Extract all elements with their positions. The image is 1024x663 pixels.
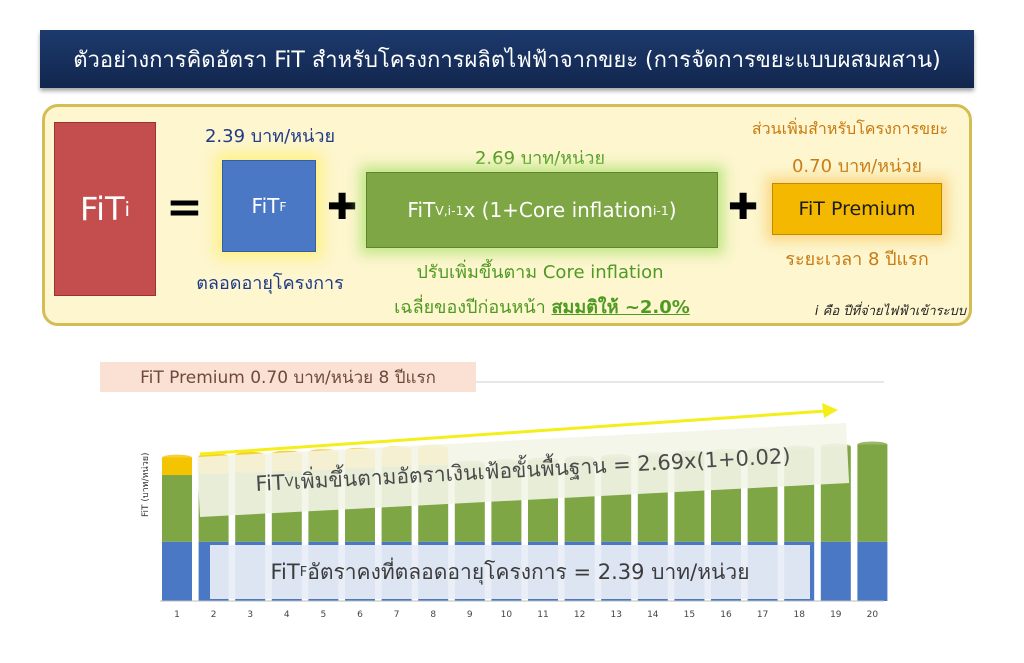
fit-v-note-2-emph: สมมติให้ ~2.0% [551, 297, 690, 318]
fit-f-annotation: FiT F อัตราคงที่ตลอดอายุโครงการ = 2.39 บา… [210, 545, 810, 599]
fit-v-main: FiT [407, 198, 436, 222]
fit-premium-box: FiT Premium [772, 183, 942, 235]
chart-title: FiT Premium 0.70 บาท/หน่วย 8 ปีแรก [100, 362, 476, 392]
y-axis-label: FiT (บาท/หน่วย) [141, 452, 151, 517]
fit-v-note-2: เฉลี่ยของปีก่อนหน้า สมมติให้ ~2.0% [362, 292, 722, 321]
fit-f-note: ตลอดอายุโครงการ [196, 273, 344, 294]
plus-sign-2: ✚ [728, 187, 759, 228]
bar-fit-f-1 [162, 541, 192, 601]
fit-v-annotation-text: เพิ่มขึ้นตามอัตราเงินเฟ้อขั้นพื้นฐาน = 2… [292, 443, 792, 494]
trend-arrow-head [822, 403, 838, 418]
equals-sign: = [166, 182, 203, 233]
bar-fit-v-1 [162, 475, 192, 542]
bar-cap-1 [162, 454, 192, 461]
fit-f-annotation-main: FiT [270, 560, 300, 584]
premium-note: ระยะเวลา 8 ปีแรก [785, 249, 929, 270]
premium-rate: 0.70 บาท/หน่วย [791, 156, 923, 177]
x-tick-8: 8 [430, 610, 436, 620]
x-tick-18: 18 [793, 610, 805, 620]
fit-v-rate: 2.69 บาท/หน่วย [474, 148, 606, 169]
fit-v-box: FiT V,i-1 x (1+Core inflation i-1) [366, 172, 718, 248]
fit-v-note-1: ปรับเพิ่มขึ้นตาม Core inflation [416, 262, 664, 283]
fit-f-rate: 2.39 บาท/หน่วย [204, 126, 336, 147]
fit-v-expr: x (1+Core inflation [463, 198, 653, 222]
footnote: i คือ ปีที่จ่ายไฟฟ้าเข้าระบบ [814, 304, 966, 319]
fit-v-annotation-main: FiT [254, 470, 286, 496]
x-tick-6: 6 [357, 610, 363, 620]
bar-fit-f-19 [820, 541, 851, 601]
x-tick-15: 15 [684, 610, 695, 620]
bar-cap-20 [857, 441, 888, 448]
fit-i-main: FiT [79, 190, 125, 228]
fit-f-main: FiT [251, 194, 280, 218]
x-tick-11: 11 [537, 610, 548, 620]
x-tick-1: 1 [174, 610, 180, 620]
bar-fit-v-20 [857, 444, 888, 542]
fit-v-note-2-prefix: เฉลี่ยของปีก่อนหน้า [394, 297, 552, 318]
x-tick-9: 9 [467, 610, 473, 620]
page-title: ตัวอย่างการคิดอัตรา FiT สำหรับโครงการผลิ… [40, 30, 974, 88]
fit-v-expr-end: ) [668, 198, 677, 222]
fit-f-box: FiT F [222, 160, 316, 252]
fit-i-box: FiT i [54, 122, 156, 296]
premium-header: ส่วนเพิ่มสำหรับโครงการขยะ [751, 119, 949, 138]
trend-arrow-line [199, 409, 827, 456]
fit-f-annotation-sub: F [299, 564, 308, 580]
bar-fit-f-20 [857, 541, 888, 601]
fit-v-expr-sub: i-1 [652, 202, 669, 218]
bar-premium-1 [162, 457, 192, 476]
x-tick-20: 20 [867, 610, 879, 620]
x-tick-4: 4 [284, 610, 290, 620]
x-tick-7: 7 [394, 610, 400, 620]
fit-v-sub: V,i-1 [435, 202, 464, 218]
x-tick-16: 16 [720, 610, 732, 620]
x-tick-3: 3 [247, 610, 253, 620]
x-tick-14: 14 [647, 610, 659, 620]
x-tick-2: 2 [211, 610, 217, 620]
x-tick-17: 17 [757, 610, 768, 620]
x-tick-19: 19 [830, 610, 842, 620]
plus-sign-1: ✚ [327, 187, 358, 228]
fit-f-sub: F [279, 198, 287, 214]
x-tick-10: 10 [501, 610, 513, 620]
fit-i-sub: i [124, 197, 131, 221]
x-tick-13: 13 [610, 610, 621, 620]
x-tick-5: 5 [321, 610, 327, 620]
fit-f-annotation-text: อัตราคงที่ตลอดอายุโครงการ = 2.39 บาท/หน่… [307, 559, 750, 584]
x-tick-12: 12 [574, 610, 585, 620]
x-tick-labels: 1 2 3 4 5 6 7 8 9 10 11 12 13 14 15 16 17 18 19 20 [174, 610, 878, 620]
